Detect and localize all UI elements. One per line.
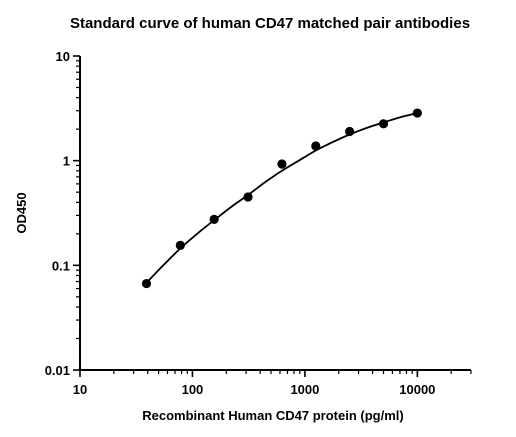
fit-curve-layer bbox=[145, 112, 418, 284]
data-point bbox=[311, 141, 321, 151]
data-point bbox=[209, 214, 219, 224]
data-point bbox=[175, 240, 185, 251]
x-axis-label: Recombinant Human CD47 protein (pg/ml) bbox=[142, 408, 403, 423]
y-tick-label: 0.1 bbox=[52, 258, 70, 273]
x-tick-label: 1000 bbox=[290, 382, 319, 397]
y-axis-label: OD450 bbox=[14, 192, 29, 233]
data-point bbox=[277, 159, 287, 169]
data-point bbox=[345, 126, 355, 137]
chart-title: Standard curve of human CD47 matched pai… bbox=[70, 15, 470, 32]
data-points-layer bbox=[141, 108, 422, 289]
axes: 10 100 1000 10000 0.01 0.1 1 10 bbox=[45, 49, 472, 397]
x-tick-label: 10000 bbox=[399, 382, 435, 397]
x-tick-label: 100 bbox=[182, 382, 204, 397]
data-point bbox=[243, 192, 253, 202]
y-tick-label: 1 bbox=[63, 154, 70, 169]
x-tick-label: 10 bbox=[73, 382, 87, 397]
data-point bbox=[141, 278, 152, 289]
fit-curve bbox=[145, 112, 418, 284]
data-point bbox=[378, 119, 389, 129]
data-point bbox=[412, 108, 422, 118]
y-tick-label: 0.01 bbox=[45, 363, 70, 378]
y-tick-label: 10 bbox=[56, 49, 70, 64]
